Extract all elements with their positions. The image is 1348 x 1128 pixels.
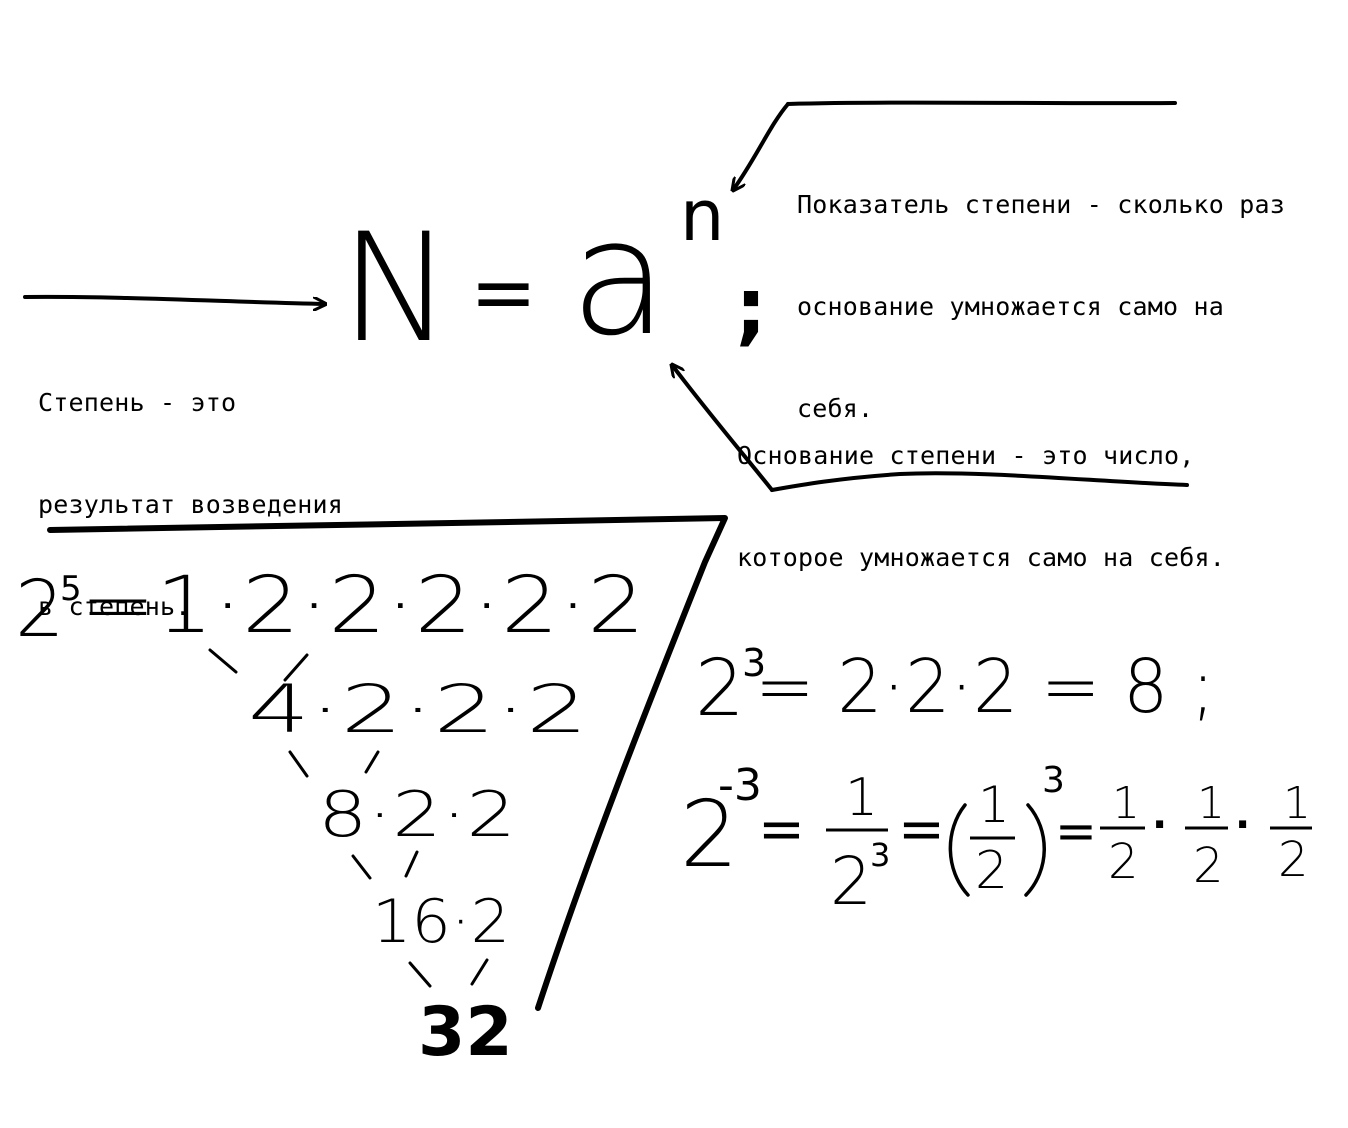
tree-connector	[288, 750, 380, 778]
tree-connector	[351, 850, 419, 880]
example-negative-eq: =	[758, 797, 805, 862]
base-note-line: Основание степени - это число,	[737, 441, 1195, 470]
formula-eq: =	[470, 246, 537, 339]
tree-base: 2	[15, 565, 65, 655]
example-positive-rest: = 2·2·2 = 8 ;	[755, 644, 1215, 730]
exponent-note-line: основание умножается само на	[797, 292, 1225, 321]
paren-denominator: 2	[975, 841, 1008, 901]
tree-line4: 16·2	[372, 887, 510, 957]
exponent-arrow	[733, 102, 790, 190]
left-paren	[948, 803, 970, 897]
power-arrow	[23, 294, 325, 304]
formula-base: a	[570, 184, 668, 371]
tree-line3: 8·2·2	[318, 778, 516, 851]
power-note-line: результат возведения	[38, 490, 344, 519]
base-note-line: которое умножается само на себя.	[737, 543, 1226, 572]
power-note-line: в степень.	[38, 592, 191, 621]
formula-end: ;	[735, 261, 767, 354]
power-note: Степень - это результат возведения в сте…	[38, 318, 343, 658]
example-negative-eq-2: =	[898, 797, 945, 862]
tree-connector	[208, 648, 309, 682]
fraction-denominator-power: 3	[870, 836, 890, 874]
base-arrow	[672, 365, 774, 492]
power-note-line: Степень - это	[38, 388, 237, 417]
fraction-numerator: 1	[845, 768, 878, 828]
base-note: Основание степени - это число, которое у…	[737, 371, 1225, 609]
tree-power: 5	[60, 569, 82, 609]
formula-exponent: n	[680, 175, 724, 257]
tree-connector	[408, 958, 489, 988]
exponent-note-line: себя.	[797, 394, 874, 423]
paren-numerator: 1	[978, 776, 1010, 834]
fraction-denominator: 2	[830, 843, 872, 920]
example-positive-power: 3	[742, 641, 766, 685]
half-numerator: 1	[1197, 778, 1225, 829]
tree-funnel-border	[47, 515, 728, 1011]
half-numerator: 1	[1112, 778, 1140, 829]
example-negative-eq-3: =	[1055, 802, 1097, 860]
right-paren	[1024, 803, 1046, 897]
formula-lhs: N	[340, 202, 452, 376]
multiply-dot: ·	[1152, 802, 1167, 848]
half-denominator: 2	[1278, 832, 1309, 888]
half-numerator: 1	[1283, 778, 1311, 829]
example-negative-base: 2	[680, 781, 739, 888]
exponent-note-line: Показатель степени - сколько раз	[797, 190, 1286, 219]
tree-line1: =1·2·2·2·2·2	[80, 561, 645, 651]
multiply-dot: ·	[1235, 802, 1250, 848]
base-pointer-line	[770, 471, 1189, 492]
half-denominator: 2	[1108, 834, 1139, 890]
paren-power: 3	[1042, 760, 1065, 801]
example-positive-base: 2	[695, 644, 745, 734]
tree-result: 32	[418, 993, 513, 1072]
exponent-note: Показатель степени - сколько раз основан…	[797, 120, 1285, 460]
example-negative-power: -3	[718, 760, 762, 811]
exponent-pointer-line	[786, 100, 1177, 106]
half-denominator: 2	[1193, 838, 1224, 894]
tree-line2: 4·2·2·2	[248, 671, 588, 748]
